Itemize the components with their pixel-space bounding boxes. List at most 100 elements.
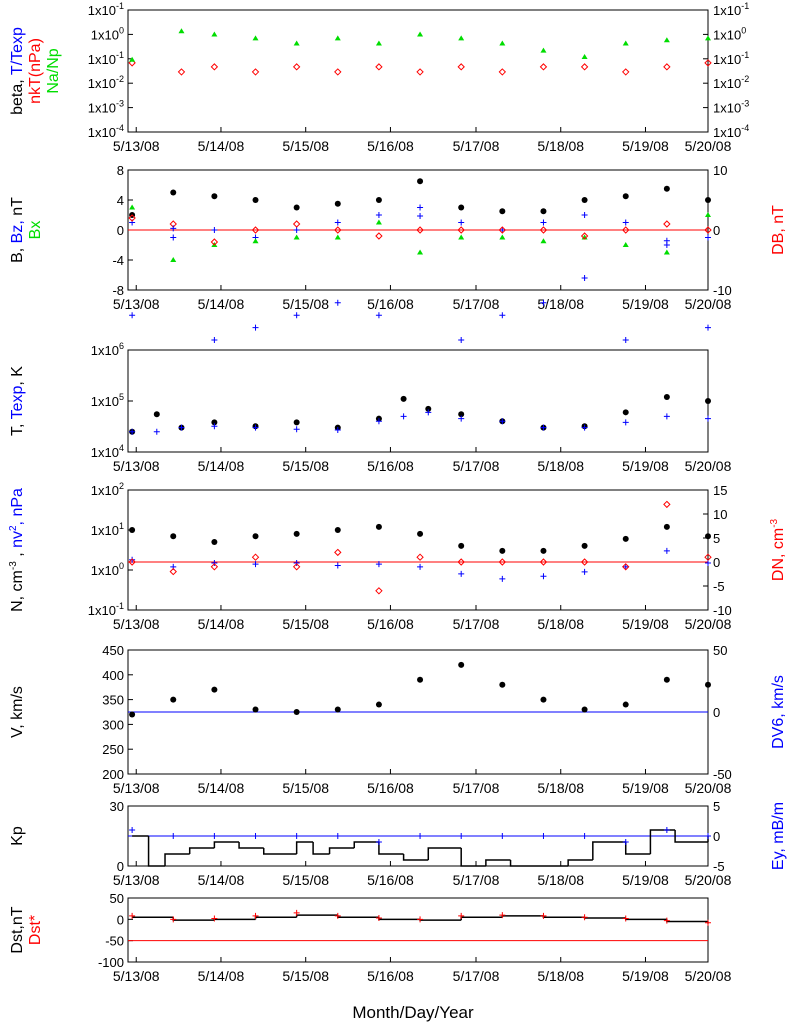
data-point [416, 68, 424, 76]
tick-label: 1x10-2 [88, 74, 124, 91]
date-tick-label: 5/20/08 [685, 138, 732, 154]
right-axis-label: DB, nT [770, 205, 787, 255]
series-line [132, 829, 709, 867]
tick-label: 1x10-1 [88, 601, 124, 618]
data-point [458, 234, 465, 240]
y-axis-label-2: nkT(nPa) [27, 38, 44, 104]
date-tick-label: 5/20/08 [685, 296, 732, 312]
data-point [170, 257, 177, 262]
data-point [663, 220, 671, 228]
data-point [704, 553, 712, 561]
data-point [540, 573, 547, 580]
series-0 [129, 178, 711, 218]
label-part: , [9, 548, 26, 561]
y-axis-label: Kp [9, 826, 26, 846]
date-tick-label: 5/18/08 [537, 872, 584, 888]
date-tick-label: 5/17/08 [453, 138, 500, 154]
date-tick-label: 5/13/08 [113, 458, 160, 474]
tick-label: 400 [102, 668, 124, 683]
data-point [129, 556, 136, 563]
data-point [334, 427, 341, 433]
data-point [128, 59, 136, 67]
data-point [170, 916, 177, 923]
label-part: N, cm [9, 570, 26, 612]
data-point [581, 234, 588, 240]
data-point [622, 40, 629, 46]
series-1 [129, 409, 711, 435]
data-point [417, 916, 424, 923]
data-point [499, 547, 506, 554]
data-point [540, 219, 547, 226]
date-tick-label: 5/13/08 [113, 296, 160, 312]
tick-label: 1x10-4 [713, 123, 749, 140]
data-point [663, 676, 670, 683]
date-tick-label: 5/13/08 [113, 968, 160, 984]
tick-label: 250 [102, 742, 124, 757]
label-part: beta, [9, 75, 26, 115]
date-tick-label: 5/14/08 [198, 138, 245, 154]
series-2 [128, 500, 712, 595]
y-axis-label: N, cm-3 , nv2, nPa [8, 488, 26, 612]
data-point [663, 413, 670, 420]
data-point [622, 535, 629, 542]
data-point [129, 204, 136, 210]
date-tick-label: 5/13/08 [113, 780, 160, 796]
data-point [499, 234, 506, 240]
tick-label: -50 [713, 767, 732, 782]
label-part: Kp [9, 826, 26, 846]
data-point [704, 226, 712, 234]
data-point [705, 35, 711, 41]
data-point [458, 833, 465, 839]
tick-label: 5 [713, 531, 720, 546]
data-point [540, 424, 547, 431]
data-point [663, 917, 670, 924]
data-point [293, 204, 300, 211]
label-part: T/Texp [9, 27, 26, 75]
data-point [540, 299, 547, 306]
data-point [375, 561, 382, 568]
data-point [539, 63, 548, 71]
date-tick-label: 5/16/08 [367, 968, 414, 984]
data-point [499, 227, 506, 233]
data-point [705, 681, 711, 688]
data-point [581, 542, 588, 549]
date-tick-label: 5/13/08 [113, 616, 160, 632]
tick-label: 1x10-1 [88, 1, 124, 18]
data-point [211, 915, 218, 922]
data-point [622, 409, 629, 416]
y-axis-label: beta, T/Texp [9, 27, 26, 115]
date-tick-label: 5/17/08 [453, 872, 500, 888]
tick-label: 0 [713, 705, 720, 720]
panel-kp: 30 0 5 0 -5 5/13/08 5/14/08 5/15/08 5/16/08 5/17/… [9, 799, 787, 888]
tick-label: -10 [713, 603, 732, 618]
y-axis-label: B, Bz, nT [9, 197, 26, 263]
data-point [581, 568, 588, 575]
tick-label: 0 [713, 223, 720, 238]
data-point [425, 405, 432, 412]
right-axis-label: DN, cm-3 [769, 518, 787, 581]
tick-label: -8 [112, 283, 124, 298]
data-point [417, 249, 424, 255]
data-point [293, 530, 300, 537]
data-point [705, 212, 711, 217]
data-point [417, 31, 424, 37]
date-tick-label: 5/18/08 [537, 780, 584, 796]
data-point [153, 428, 160, 435]
data-point [293, 426, 300, 433]
y-axis-label-3: Na/Np [45, 48, 62, 93]
data-point [499, 681, 506, 688]
data-point [498, 558, 507, 566]
tick-label: 50 [110, 891, 124, 906]
data-point [457, 226, 465, 234]
tick-label: 15 [713, 483, 727, 498]
data-point [417, 530, 424, 537]
data-point [499, 312, 506, 319]
data-point [540, 547, 547, 554]
data-point [211, 193, 218, 200]
data-point [499, 40, 506, 46]
data-point [129, 827, 136, 833]
date-tick-label: 5/16/08 [367, 780, 414, 796]
date-tick-label: 5/19/08 [622, 296, 669, 312]
data-point [252, 424, 259, 431]
